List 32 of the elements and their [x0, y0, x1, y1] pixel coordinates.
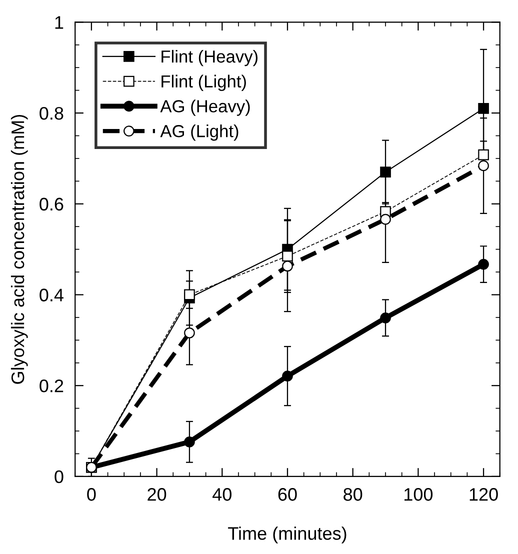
y-tick-label: 0: [54, 470, 64, 484]
y-tick-label: 0.6: [40, 198, 64, 211]
legend-label: Flint (Light): [162, 74, 246, 91]
x-tick-label: 80: [344, 488, 362, 501]
point: [478, 103, 489, 114]
x-tick-label: 120: [470, 488, 498, 501]
legend-label: AG (Heavy): [160, 100, 250, 116]
point: [380, 214, 391, 225]
point: [380, 166, 391, 178]
point: [282, 250, 293, 262]
point: [184, 436, 195, 448]
x-tick-label: 40: [212, 488, 232, 501]
x-tick-label: 20: [148, 488, 166, 501]
point: [478, 149, 489, 160]
y-axis-title: Glyoxylic acid concentration (mM): [10, 114, 28, 384]
point: [282, 370, 293, 382]
y-tick-label: 1: [55, 16, 64, 29]
point: [478, 160, 489, 172]
point: [380, 312, 391, 324]
y-tick-label: 0.8: [40, 106, 64, 120]
y-tick-label: 0.4: [40, 288, 64, 302]
point: [184, 327, 195, 338]
x-tick-label: 100: [404, 488, 433, 501]
point: [478, 258, 489, 270]
point: [184, 289, 195, 300]
y-tick-label: 0.2: [40, 380, 64, 392]
legend-label: Flint (Heavy): [162, 50, 258, 66]
x-axis-title: Time (minutes): [228, 526, 346, 544]
x-tick-label: 0: [87, 488, 96, 501]
x-tick-label: 60: [278, 488, 297, 501]
point: [282, 260, 293, 272]
legend-label: AG (Light): [160, 124, 238, 141]
